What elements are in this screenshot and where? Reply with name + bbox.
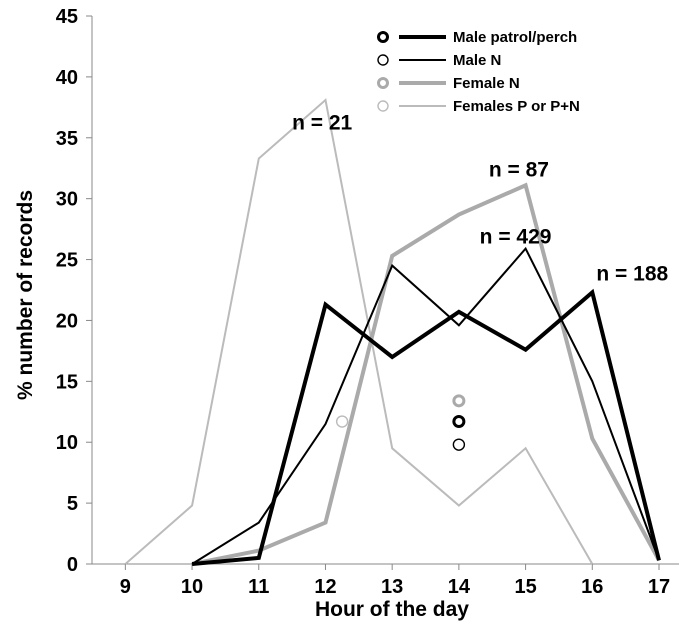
y-tick-label: 20 [56,310,78,332]
y-tick-label: 30 [56,189,78,211]
legend-label: Females P or P+N [453,98,580,115]
y-tick-label: 5 [67,493,78,515]
y-tick-label: 45 [56,6,78,28]
legend-marker [377,31,389,43]
marker-male-patrol-perch [452,415,466,429]
annotations: n = 21 n = 87 n = 429 n = 188 [292,111,668,285]
y-tick-label: 40 [56,67,78,89]
legend-marker [377,100,389,112]
x-tick-label: 11 [248,576,269,598]
y-tick-label: 35 [56,128,78,150]
x-tick-label: 14 [448,576,471,598]
series-lines [124,98,661,566]
marker-females-p-or-p-n [335,415,349,428]
legend-label: Male N [453,52,501,69]
x-tick-label: 9 [120,576,131,598]
x-tick-label: 16 [581,576,603,598]
axes [91,16,679,565]
y-tick-label: 10 [56,432,78,454]
data-markers [335,394,466,451]
y-tick-label: 0 [67,554,78,576]
y-tick-label: 25 [56,250,78,272]
annotation-sample-size: n = 188 [596,262,668,285]
x-tick-label: 13 [381,576,403,598]
x-tick-label: 17 [648,576,670,598]
series-line-female-n [191,182,661,566]
x-tick-label: 15 [514,576,536,598]
y-axis-title: % number of records [14,190,37,400]
legend: Male patrol/perch Male N Female N Females P… [377,29,580,115]
legend-marker [377,54,389,66]
legend-label: Male patrol/perch [453,29,577,46]
x-tick-label: 10 [181,576,203,598]
x-axis-ticks: 9 10 11 12 13 14 15 16 17 [120,564,670,598]
legend-label: Female N [453,75,520,92]
x-tick-label: 12 [314,576,336,598]
y-tick-label: 15 [56,371,78,393]
annotation-sample-size: n = 87 [489,159,549,182]
legend-marker [377,77,389,89]
series-line-male-patrol-perch [191,288,661,566]
x-axis-title: Hour of the day [315,598,469,621]
series-line-male-n [191,246,660,565]
marker-male-n [452,438,466,451]
y-axis-ticks: 0 5 10 15 20 25 30 35 40 45 [56,6,92,576]
annotation-sample-size: n = 21 [292,111,352,134]
series-line-females-p-or-p-n [124,98,594,565]
annotation-sample-size: n = 429 [480,226,552,249]
marker-female-n [452,394,466,408]
